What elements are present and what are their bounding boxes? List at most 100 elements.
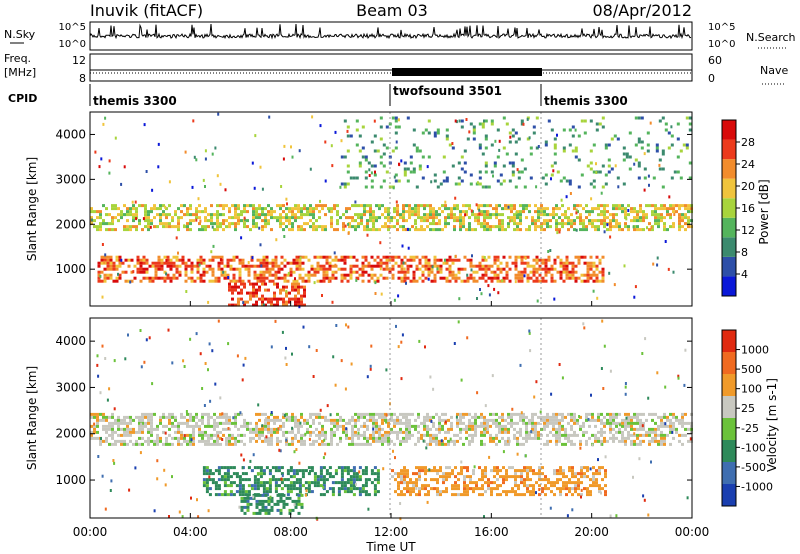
echo-cell bbox=[168, 213, 171, 217]
echo-cell bbox=[285, 415, 288, 419]
echo-cell bbox=[406, 484, 409, 488]
echo-cell bbox=[601, 185, 605, 189]
echo-cell bbox=[279, 427, 282, 431]
echo-cell bbox=[364, 176, 368, 180]
echo-cell bbox=[651, 430, 654, 434]
echo-cell bbox=[355, 472, 359, 476]
echo-cell bbox=[333, 424, 336, 428]
echo-cell bbox=[421, 176, 425, 180]
echo-cell bbox=[457, 484, 460, 488]
echo-cell bbox=[201, 225, 204, 229]
echo-cell bbox=[333, 421, 336, 425]
echo-cell bbox=[424, 345, 426, 349]
echo-cell bbox=[546, 421, 549, 425]
echo-cell bbox=[403, 167, 407, 171]
echo-cell bbox=[252, 303, 255, 307]
echo-cell bbox=[555, 439, 558, 443]
echo-cell bbox=[99, 274, 102, 278]
echo-cell bbox=[292, 472, 296, 476]
echo-cell bbox=[448, 255, 452, 259]
echo-cell bbox=[528, 430, 531, 434]
echo-cell bbox=[676, 122, 680, 126]
echo-cell bbox=[595, 128, 599, 132]
echo-cell bbox=[253, 475, 257, 479]
echo-cell bbox=[237, 213, 240, 217]
echo-cell bbox=[219, 415, 222, 419]
echo-cell bbox=[255, 210, 258, 214]
echo-cell bbox=[379, 116, 383, 120]
echo-cell bbox=[594, 207, 597, 211]
echo-cell bbox=[309, 415, 312, 419]
echo-cell bbox=[253, 273, 257, 277]
echo-cell bbox=[216, 219, 219, 223]
echo-cell bbox=[189, 222, 192, 226]
echo-cell bbox=[267, 502, 271, 506]
echo-cell bbox=[294, 204, 297, 208]
power-echo-cells bbox=[90, 112, 693, 309]
echo-cell bbox=[403, 170, 407, 174]
echo-cell bbox=[343, 466, 347, 470]
echo-cell bbox=[625, 217, 628, 221]
echo-cell bbox=[445, 261, 449, 265]
echo-cell bbox=[501, 436, 504, 440]
echo-cell bbox=[184, 261, 188, 265]
echo-cell bbox=[405, 281, 407, 285]
echo-cell bbox=[208, 478, 212, 482]
echo-cell bbox=[393, 421, 396, 425]
echo-cell bbox=[303, 288, 306, 292]
echo-cell bbox=[445, 472, 448, 476]
echo-cell bbox=[654, 430, 657, 434]
echo-cell bbox=[481, 273, 485, 277]
echo-cell bbox=[364, 469, 368, 473]
echo-cell bbox=[273, 502, 277, 506]
echo-cell bbox=[678, 439, 681, 443]
echo-cell bbox=[502, 267, 506, 271]
echo-cell bbox=[535, 116, 539, 120]
echo-cell bbox=[576, 418, 579, 422]
echo-cell bbox=[603, 415, 606, 419]
echo-cell bbox=[309, 433, 312, 437]
echo-cell bbox=[363, 204, 366, 208]
echo-cell bbox=[199, 276, 203, 280]
echo-cell bbox=[546, 415, 549, 419]
echo-cell bbox=[516, 442, 519, 446]
echo-cell bbox=[228, 433, 231, 437]
echo-cell bbox=[340, 273, 344, 277]
echo-cell bbox=[478, 261, 482, 265]
echo-cell bbox=[279, 496, 283, 500]
echo-cell bbox=[322, 276, 326, 280]
echo-cell bbox=[582, 222, 585, 226]
echo-cell bbox=[147, 418, 150, 422]
echo-cell bbox=[624, 439, 627, 443]
echo-cell bbox=[469, 481, 472, 485]
echo-cell bbox=[372, 222, 375, 226]
echo-cell bbox=[373, 493, 377, 497]
echo-cell bbox=[558, 207, 561, 211]
echo-cell bbox=[582, 225, 585, 229]
echo-cell bbox=[319, 267, 323, 271]
echo-cell bbox=[219, 213, 222, 217]
echo-cell bbox=[237, 433, 240, 437]
echo-cell bbox=[315, 225, 318, 229]
echo-cell bbox=[618, 439, 621, 443]
echo-cell bbox=[274, 273, 278, 277]
echo-cell bbox=[352, 466, 356, 470]
echo-cell bbox=[261, 502, 265, 506]
echo-cell bbox=[424, 264, 428, 268]
echo-cell bbox=[394, 456, 396, 460]
echo-cell bbox=[232, 258, 236, 262]
echo-cell bbox=[447, 430, 450, 434]
echo-cell bbox=[393, 216, 396, 220]
echo-cell bbox=[217, 276, 221, 280]
echo-cell bbox=[376, 255, 380, 259]
echo-cell bbox=[627, 412, 630, 416]
echo-cell bbox=[387, 225, 390, 229]
echo-cell bbox=[657, 219, 660, 223]
echo-cell bbox=[321, 433, 324, 437]
echo-cell bbox=[492, 213, 495, 217]
echo-cell bbox=[126, 415, 129, 419]
echo-cell bbox=[267, 508, 271, 512]
echo-cell bbox=[243, 210, 246, 214]
echo-cell bbox=[579, 228, 582, 232]
echo-cell bbox=[118, 276, 122, 280]
